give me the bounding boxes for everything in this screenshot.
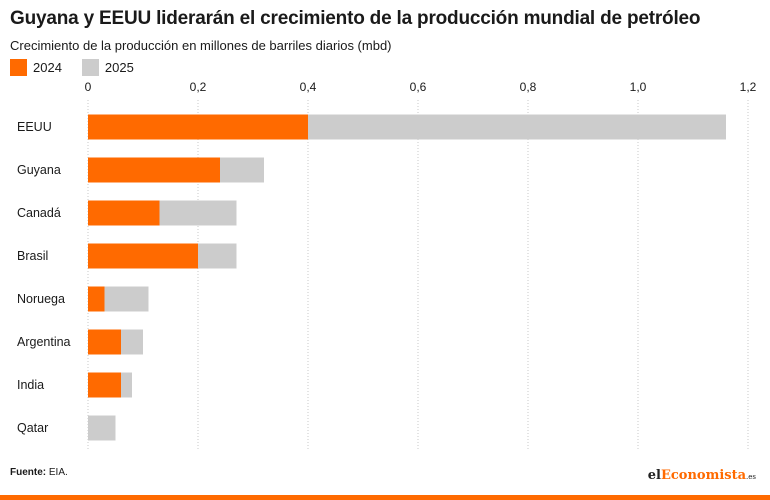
bottom-accent-bar [0, 495, 770, 500]
x-tick-label: 0,6 [410, 80, 427, 94]
bar-2025-argentina [121, 329, 143, 355]
category-label: Qatar [17, 421, 48, 435]
bar-2025-canadá [159, 200, 237, 226]
chart-title: Guyana y EEUU liderarán el crecimiento d… [10, 8, 701, 29]
logo-prefix: el [647, 468, 661, 483]
x-tick-label: 0,8 [520, 80, 537, 94]
bar-2024-india [88, 372, 121, 398]
source-value: EIA. [48, 467, 68, 478]
bar-2024-argentina [88, 329, 121, 355]
x-tick-label: 0 [85, 80, 92, 94]
category-label: EEUU [17, 120, 52, 134]
category-label: India [17, 378, 44, 392]
chart-subtitle: Crecimiento de la producción en millones… [10, 38, 392, 53]
bar-2024-guyana [88, 157, 220, 183]
legend-item-2024: 2024 [10, 59, 62, 76]
logo-suffix: .es [746, 473, 756, 481]
source-note: Fuente: EIA. [10, 467, 68, 478]
legend-item-2025: 2025 [81, 59, 134, 76]
category-label: Noruega [17, 292, 65, 306]
bar-chart: 0 0,2 0,4 0,6 0,8 1,0 1,2 EEUU Guyana Canadá Brasi… [17, 80, 757, 450]
legend-swatch-2025 [81, 59, 99, 76]
category-label: Brasil [17, 249, 48, 263]
category-label: Canadá [17, 206, 61, 220]
category-label: Guyana [17, 163, 61, 177]
x-tick-label: 0,2 [190, 80, 207, 94]
publisher-logo: elEconomista.es [648, 468, 756, 483]
bar-2025-qatar [88, 415, 116, 441]
bar-2025-eeuu [308, 114, 726, 140]
logo-accent: Economista [660, 468, 747, 483]
legend-label-2024: 2024 [33, 60, 62, 75]
category-label: Argentina [17, 335, 71, 349]
bar-2024-canadá [88, 200, 160, 226]
legend-swatch-2024 [10, 59, 27, 76]
bar-2025-brasil [198, 243, 237, 269]
chart-legend: 2024 2025 [10, 59, 154, 76]
x-tick-label: 0,4 [300, 80, 317, 94]
source-label: Fuente: [10, 467, 47, 478]
bar-2025-india [121, 372, 132, 398]
bar-2025-noruega [104, 286, 149, 312]
bar-2024-noruega [88, 286, 105, 312]
bar-2025-guyana [220, 157, 264, 183]
x-tick-label: 1,2 [740, 80, 757, 94]
x-tick-label: 1,0 [630, 80, 647, 94]
bar-2024-brasil [88, 243, 198, 269]
legend-label-2025: 2025 [104, 60, 134, 75]
bar-2024-eeuu [88, 114, 308, 140]
